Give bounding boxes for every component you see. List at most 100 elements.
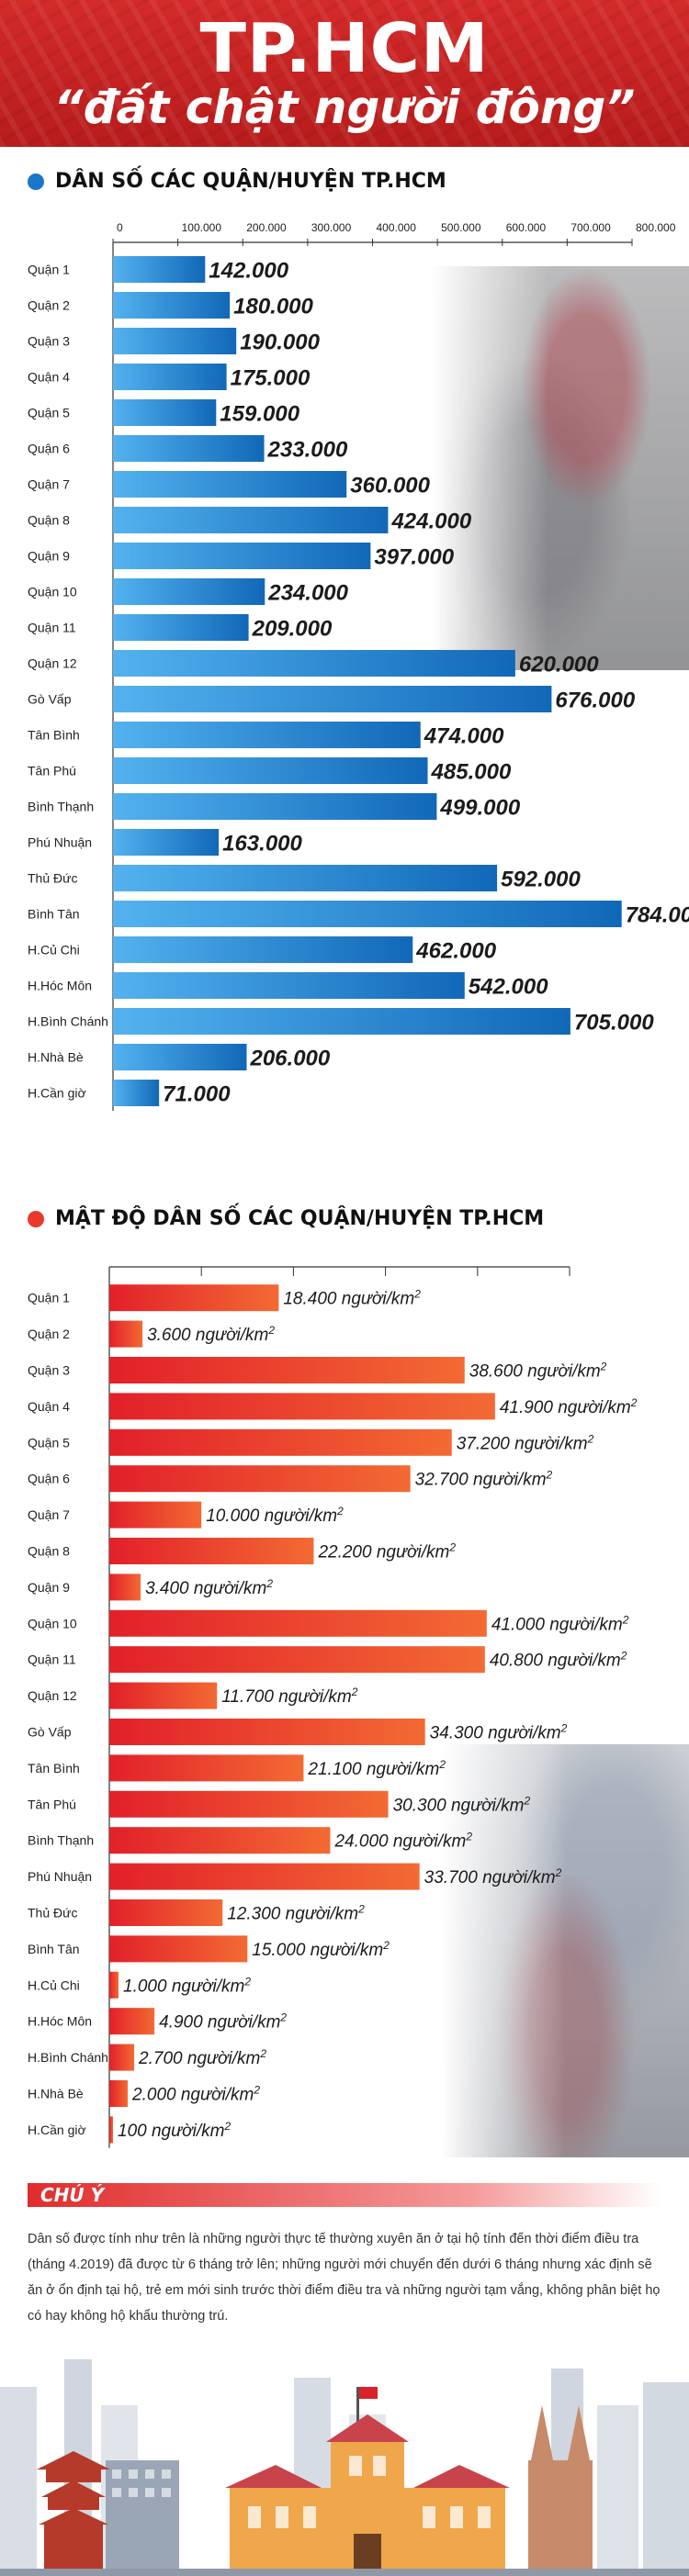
population-bar [113,1080,160,1106]
density-value-label: 32.700 người/km2 [415,1469,553,1490]
category-label: Tân Phú [28,1797,76,1811]
x-tick-label: 0 [117,221,123,234]
population-bar [113,543,371,569]
density-value-label: 41.000 người/km2 [491,1613,629,1634]
density-value-label: 2.000 người/km2 [131,2084,260,2105]
population-value-label: 234.000 [267,581,348,606]
category-label: Quận 9 [28,549,70,564]
category-label: H.Bình Chánh [28,2050,108,2065]
note-banner [28,2183,661,2207]
population-bar [113,256,206,283]
x-tick-label: 600.000 [506,221,547,234]
population-value-label: 592.000 [501,868,581,892]
density-bar [109,1827,331,1854]
population-value-label: 175.000 [231,366,311,391]
density-value-label: 40.800 người/km2 [490,1650,627,1671]
population-value-label: 397.000 [374,545,454,570]
density-bar [109,1393,495,1420]
category-label: Tân Phú [28,764,76,778]
density-bar [109,1501,202,1529]
section-title-density-text: MẬT ĐỘ DÂN SỐ CÁC QUẬN/HUYỆN TP.HCM [55,1207,545,1230]
population-value-label: 676.000 [555,689,635,713]
category-label: H.Nhà Bè [28,1050,84,1065]
category-label: Bình Thạnh [28,800,94,814]
density-bar [109,1574,141,1601]
category-label: Tân Bình [28,1761,80,1775]
population-bar [113,865,498,891]
header-banner: TP.HCM “đất chật người đông” [0,0,689,147]
category-label: Quận 8 [28,1544,70,1559]
population-bar [113,507,389,533]
population-bar [113,650,515,677]
header-pattern [0,0,689,147]
category-label: H.Cần giờ [28,2122,86,2137]
population-value-label: 180.000 [233,295,313,319]
category-label: Gò Vấp [28,1725,72,1740]
population-bar [113,901,622,927]
density-bar [109,1538,314,1564]
density-bar [109,1357,465,1383]
category-label: Quận 10 [28,585,77,599]
density-bar [109,2116,113,2144]
category-label: Quận 11 [28,621,76,635]
category-label: Phú Nhuận [28,1869,92,1884]
density-value-label: 15.000 người/km2 [252,1939,390,1960]
density-value-label: 1.000 người/km2 [123,1975,251,1996]
category-label: Quận 10 [28,1616,77,1630]
density-value-label: 4.900 người/km2 [159,2011,287,2033]
category-label: Quận 3 [28,1363,70,1378]
category-label: H.Cần giờ [28,1086,86,1101]
population-value-label: 209.000 [252,617,333,642]
population-bar [113,1008,570,1035]
density-value-label: 10.000 người/km2 [206,1505,344,1526]
density-bar [109,1284,279,1312]
population-bar [113,1044,247,1070]
category-label: Quận 7 [28,1507,70,1522]
density-chart: Quận 1 18.400 người/km2 Quận 2 3.600 người/… [28,1266,638,2148]
traffic-photo [432,266,689,670]
population-bar [113,972,465,999]
x-tick-label: 200.000 [246,221,287,234]
x-tick-label: 800.000 [636,221,676,234]
population-bar [113,578,265,605]
density-bar [109,1935,248,1963]
category-label: H.Hóc Môn [28,2014,92,2029]
density-value-label: 38.600 người/km2 [469,1361,607,1382]
population-value-label: 71.000 [163,1082,231,1107]
population-bar [113,686,552,712]
density-bar [109,1790,389,1818]
x-tick-label: 100.000 [182,221,222,234]
category-label: H.Nhà Bè [28,2087,84,2101]
density-bar [109,2044,135,2071]
section-title-population: DÂN SỐ CÁC QUẬN/HUYỆN TP.HCM [28,170,446,193]
population-bar [113,757,428,784]
population-value-label: 462.000 [415,939,496,964]
category-label: Tân Bình [28,728,80,743]
population-value-label: 474.000 [424,724,504,749]
city-skyline-illustration [0,2359,689,2576]
density-value-label: 100 người/km2 [118,2120,231,2141]
category-label: Bình Thạnh [28,1833,94,1848]
density-value-label: 24.000 người/km2 [333,1831,472,1852]
note-text: Dân số được tính như trên là những người… [28,2232,661,2324]
category-label: Quận 5 [28,406,70,420]
note-label: CHÚ Ý [40,2184,105,2206]
category-label: Quận 4 [28,370,70,385]
density-value-label: 12.300 người/km2 [227,1903,365,1924]
category-label: Quận 9 [28,1580,70,1595]
population-value-label: 424.000 [390,510,471,534]
population-value-label: 360.000 [350,474,430,498]
category-label: Quận 5 [28,1435,70,1450]
category-label: Gò Vấp [28,692,72,707]
category-label: H.Hóc Môn [28,979,92,993]
population-bar [113,471,347,498]
category-label: Quận 1 [28,1291,70,1305]
category-label: H.Củ Chi [28,943,80,958]
density-value-label: 3.400 người/km2 [145,1577,273,1598]
population-bar [113,292,231,319]
category-label: Phú Nhuận [28,835,92,850]
density-bar [109,1719,425,1745]
population-value-label: 190.000 [240,330,320,355]
density-bar [109,1863,420,1890]
x-tick-label: 300.000 [311,221,352,234]
